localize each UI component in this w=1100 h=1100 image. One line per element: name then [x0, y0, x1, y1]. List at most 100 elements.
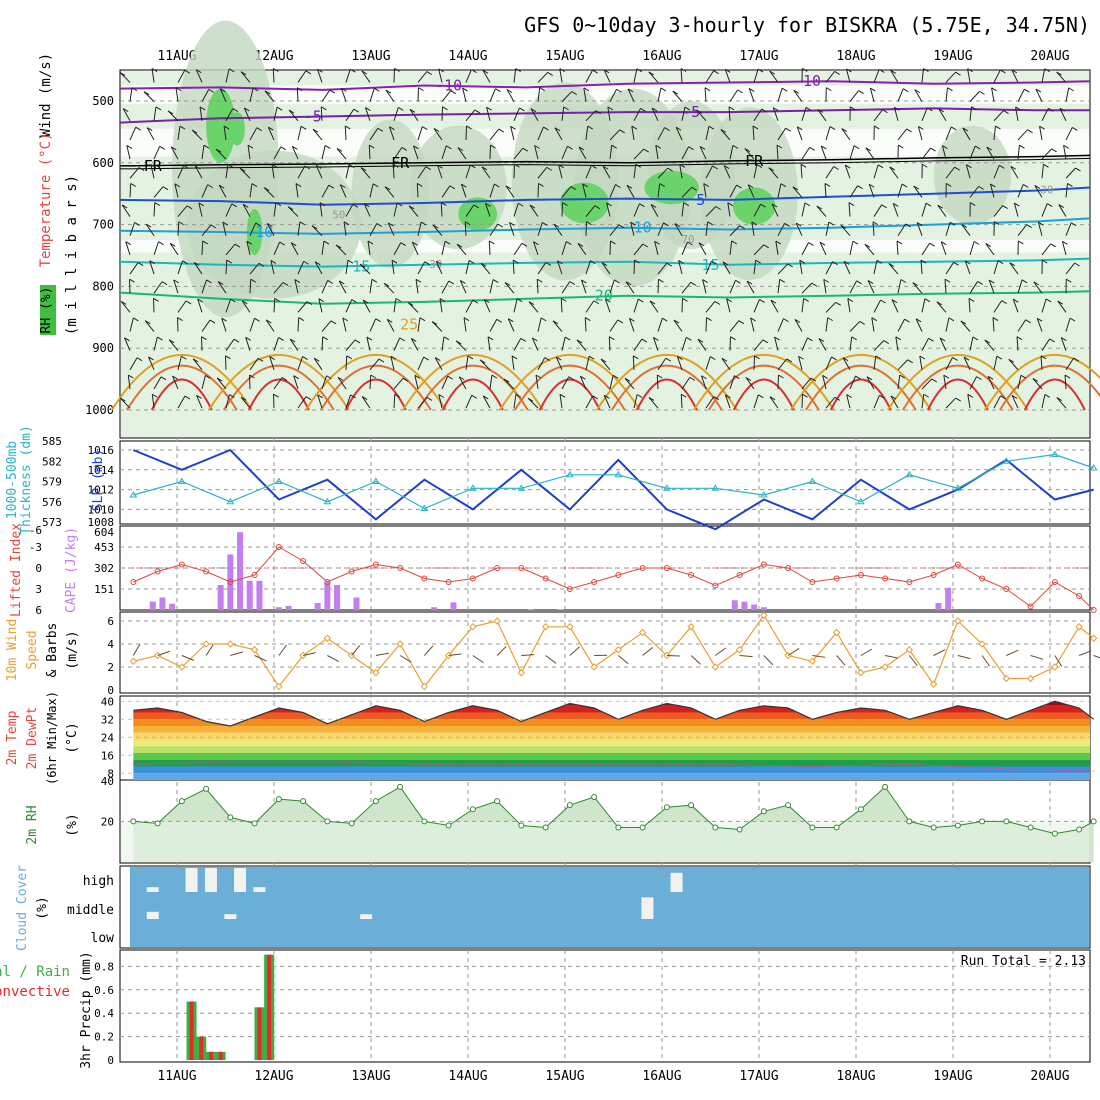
cape-bar	[935, 603, 942, 610]
rh-marker	[227, 814, 234, 821]
wind-barb-feather	[556, 356, 562, 361]
wind-barb-feather	[282, 282, 289, 286]
wind-barb	[650, 204, 659, 217]
wind-barb	[153, 106, 157, 121]
wind-barb	[434, 357, 443, 371]
rh-marker	[639, 824, 646, 831]
li-marker	[542, 575, 549, 582]
wind-barb	[579, 375, 587, 390]
wind-barb-feather	[834, 70, 840, 75]
wind-barb	[825, 221, 830, 236]
wind-barb	[945, 87, 948, 102]
wind-barb	[848, 202, 851, 217]
wind-barb	[1032, 378, 1043, 390]
isotherm-line	[119, 217, 1091, 235]
wind-barb-10m	[1006, 649, 1019, 656]
wind-barb	[675, 127, 683, 141]
slp-axis-title: SLP (mb)	[91, 449, 106, 512]
wind-barb	[849, 321, 861, 332]
wind-barb	[1041, 108, 1049, 122]
wind-barb	[272, 68, 275, 83]
wind-barb	[937, 204, 947, 217]
wind-barb	[120, 301, 131, 313]
wind-barb-feather	[227, 163, 234, 168]
wind-barb-feather	[465, 221, 471, 226]
wind-barb	[345, 164, 350, 179]
wind-barb	[288, 109, 299, 122]
wind-barb	[873, 109, 884, 122]
wind-barb	[480, 262, 491, 275]
wind-barb	[507, 318, 515, 332]
wind-barb-feather	[1044, 68, 1050, 73]
wind-barb	[825, 356, 832, 371]
wind-barb	[249, 262, 260, 275]
wind-barb	[777, 127, 787, 141]
wind-barb-feather	[271, 163, 278, 168]
wind-barb-feather	[1027, 129, 1033, 134]
wind-barb-feather	[607, 106, 614, 111]
wind-barb	[745, 377, 755, 390]
wind-barb-feather	[1056, 397, 1063, 402]
wind-barb-feather	[928, 337, 934, 342]
wind-barb	[465, 355, 469, 370]
wind-barb-feather	[592, 69, 598, 74]
wind-barb	[345, 299, 353, 313]
wind-barb	[606, 202, 611, 217]
wind-barb	[945, 317, 950, 332]
wind-barb	[847, 298, 851, 313]
wind-barb-feather	[443, 336, 450, 341]
thickness-marker	[517, 484, 526, 491]
rh-marker	[518, 822, 525, 829]
wind-barb-feather	[702, 279, 708, 284]
warm-isotherm-arch	[417, 364, 529, 411]
wind-barb-feather	[657, 374, 663, 379]
wind-barb-feather	[602, 165, 609, 170]
wind-barb	[988, 279, 995, 294]
li-marker	[760, 561, 767, 568]
wind-barb	[369, 374, 372, 390]
wind-barb	[993, 260, 999, 275]
wind-barb-feather	[544, 357, 551, 362]
wind-barb	[465, 204, 475, 217]
wind-speed-marker	[517, 669, 526, 677]
wind-barb	[245, 337, 251, 351]
rh-marker	[178, 798, 185, 805]
wind-barb-feather	[722, 261, 729, 266]
isotherm-label: 25	[400, 316, 418, 334]
wind-barb-feather	[649, 300, 656, 305]
cape-bar	[169, 603, 176, 610]
wind-barb	[199, 106, 203, 121]
wind-barb-feather	[174, 183, 181, 188]
wind-speed-marker	[323, 634, 332, 642]
cloud-bar	[224, 914, 237, 919]
wind-barb-feather	[297, 87, 303, 92]
wind-barb-feather	[172, 375, 178, 380]
wind-barb	[174, 183, 179, 198]
wind-barb-feather	[408, 205, 415, 210]
wind-barb	[246, 241, 251, 255]
wind-barb	[287, 206, 299, 217]
wind-barb	[1058, 204, 1067, 217]
wind-barb-feather	[960, 320, 967, 325]
wind-barb-feather	[217, 281, 224, 286]
wind-barb-feather	[293, 375, 299, 380]
wind-barb-feather	[1049, 338, 1055, 343]
li-marker	[1003, 586, 1010, 592]
wind-barb-feather	[752, 125, 759, 130]
rh-marker	[203, 785, 210, 792]
rh-saturated-region	[206, 88, 236, 163]
wind-barb	[801, 242, 810, 256]
wind-barb-feather	[364, 203, 370, 208]
rh-marker	[882, 783, 889, 790]
wind-barb-feather	[659, 183, 665, 187]
wind-barb-feather	[179, 125, 186, 130]
wind-barb-feather	[576, 339, 583, 344]
wind-barb-feather	[207, 184, 213, 189]
wind-barb	[1017, 224, 1028, 237]
wind-barb-feather	[508, 318, 514, 323]
rh-marker	[663, 804, 670, 811]
wind-barb	[609, 375, 614, 390]
wind-barb-feather	[710, 356, 716, 360]
wind-barb-feather	[120, 301, 127, 305]
